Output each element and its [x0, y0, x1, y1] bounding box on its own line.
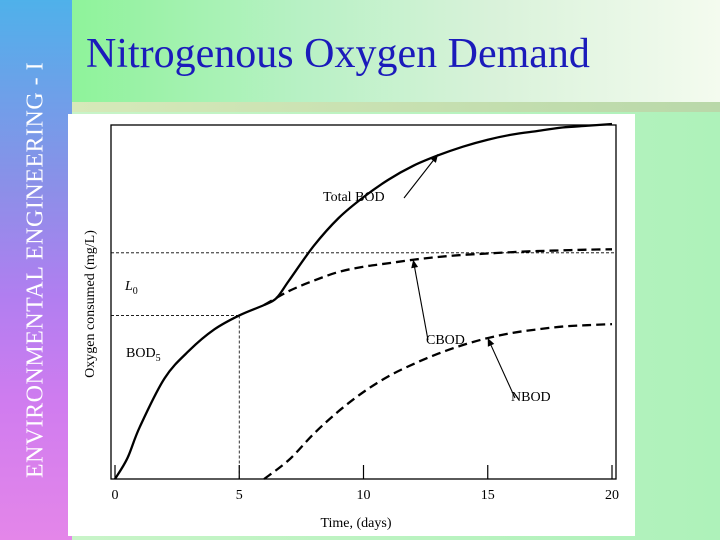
reference-lines	[111, 252, 616, 479]
cbod-annotation-arrow	[412, 259, 429, 341]
nbod-annotation-label: NBOD	[511, 390, 551, 405]
annotations: Total BOD CBOD NBOD	[323, 154, 551, 405]
title-underline	[72, 102, 720, 112]
cbod-line	[263, 248, 613, 307]
x-tick-label-15: 15	[481, 488, 495, 503]
total-bod-arrowhead	[430, 154, 439, 163]
bod5-label: BOD5	[126, 346, 161, 364]
x-tick-label-10: 10	[357, 488, 371, 503]
l0-label: L0	[124, 279, 138, 297]
nbod-annotation-arrow	[487, 337, 516, 399]
total-bod-annotation-arrow	[403, 154, 439, 199]
total-bod-line	[114, 122, 613, 480]
side-band: ENVIRONMENTAL ENGINEERING - I	[0, 0, 72, 540]
cbod-arrowhead	[411, 259, 419, 269]
total-bod-annotation-label: Total BOD	[323, 190, 385, 205]
slide-title: Nitrogenous Oxygen Demand	[86, 31, 590, 77]
series-lines	[114, 122, 613, 480]
bod-chart-figure: 0 5 10 15 20 Total BOD CBOD NBOD L0 BOD5 Time,…	[68, 114, 635, 536]
x-tick-label-5: 5	[236, 488, 243, 503]
x-tick-label-0: 0	[112, 488, 119, 503]
nbod-line	[263, 322, 613, 480]
x-axis-ticks: 0 5 10 15 20	[112, 465, 619, 503]
x-axis-label: Time, (days)	[320, 516, 391, 531]
x-tick-label-20: 20	[605, 488, 619, 503]
y-axis-label: Oxygen consumed (mg/L)	[83, 230, 98, 378]
bod-chart: 0 5 10 15 20 Total BOD CBOD NBOD L0 BOD5 Time,…	[83, 122, 619, 531]
cbod-annotation-label: CBOD	[426, 333, 465, 348]
title-band	[72, 0, 720, 102]
plot-frame	[110, 124, 617, 480]
course-label: ENVIRONMENTAL ENGINEERING - I	[22, 61, 49, 479]
nbod-arrowhead	[487, 338, 495, 347]
